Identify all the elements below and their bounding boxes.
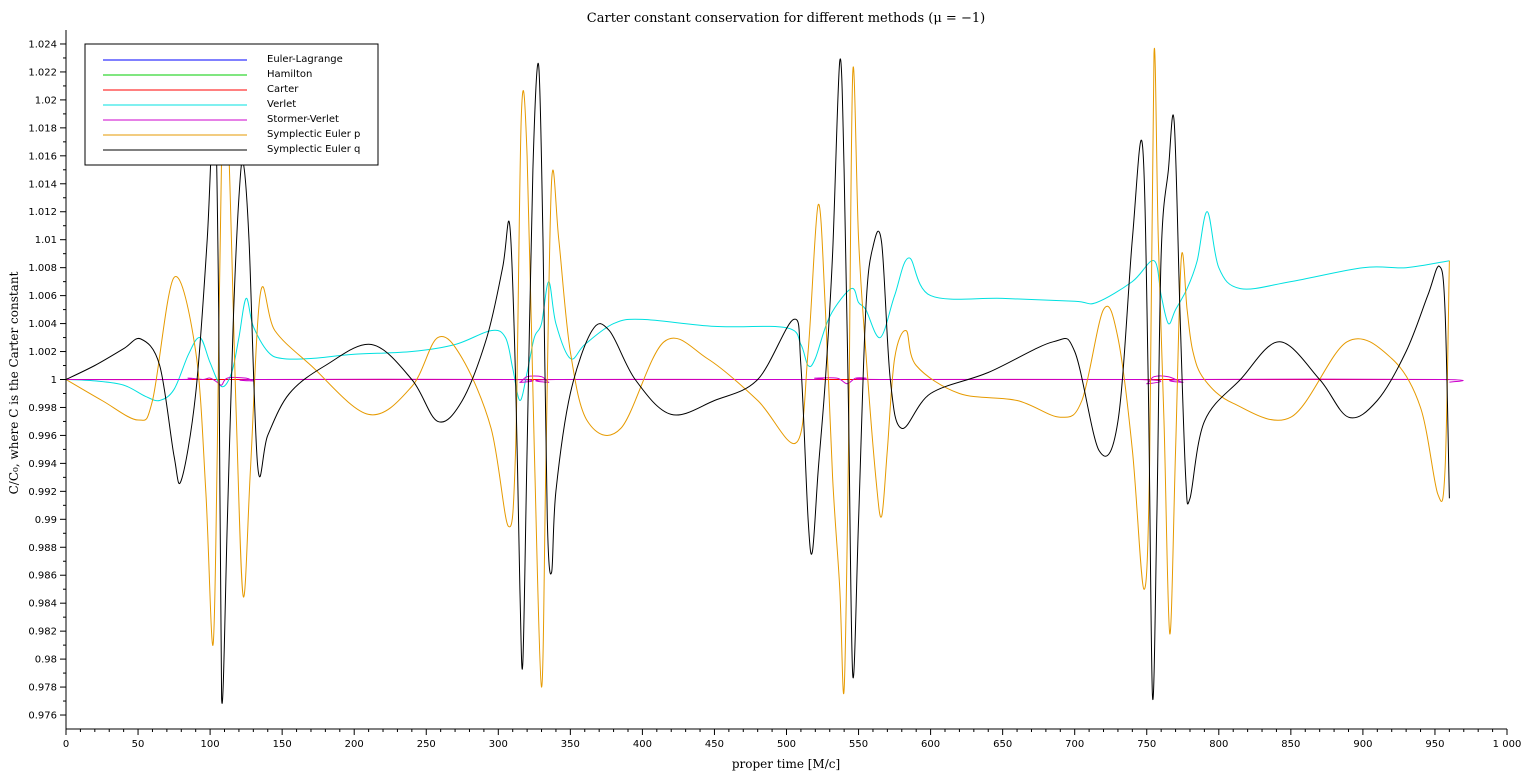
x-tick-label: 700 bbox=[1065, 739, 1084, 750]
y-tick-label: 1.002 bbox=[28, 347, 57, 358]
legend-entry: Symplectic Euler p bbox=[267, 129, 360, 140]
y-tick-label: 0.976 bbox=[28, 711, 57, 722]
x-tick-label: 450 bbox=[705, 739, 724, 750]
legend-entry: Carter bbox=[267, 84, 299, 95]
x-axis-label: proper time [M/c] bbox=[732, 757, 840, 771]
x-tick-label: 500 bbox=[777, 739, 796, 750]
y-tick-label: 0.992 bbox=[28, 487, 57, 498]
x-tick-label: 250 bbox=[417, 739, 436, 750]
y-tick-label: 1.018 bbox=[28, 123, 57, 134]
legend-entry: Stormer-Verlet bbox=[267, 114, 339, 125]
y-tick-label: 1.012 bbox=[28, 207, 57, 218]
x-tick-label: 300 bbox=[489, 739, 508, 750]
series-line-verlet bbox=[65, 211, 1450, 402]
x-tick-label: 0 bbox=[63, 739, 69, 750]
x-tick-label: 550 bbox=[849, 739, 868, 750]
y-tick-label: 1.004 bbox=[28, 319, 57, 330]
x-tick-label: 900 bbox=[1353, 739, 1372, 750]
y-tick-label: 0.986 bbox=[28, 571, 57, 582]
y-axis-label: C/C₀, where C is the Carter constant bbox=[7, 271, 21, 494]
x-tick-label: 600 bbox=[921, 739, 940, 750]
y-tick-label: 0.99 bbox=[35, 515, 57, 526]
x-tick-label: 150 bbox=[273, 739, 292, 750]
legend-entry: Euler-Lagrange bbox=[267, 54, 343, 65]
x-tick-label: 850 bbox=[1281, 739, 1300, 750]
legend-entry: Hamilton bbox=[267, 69, 312, 80]
y-tick-label: 1.01 bbox=[35, 235, 57, 246]
x-tick-label: 750 bbox=[1137, 739, 1156, 750]
x-tick-label: 350 bbox=[561, 739, 580, 750]
axes-layer: 0 50 100 150 200 250 300 350 400 450 500 550 600 650 7… bbox=[28, 30, 1521, 750]
y-tick-label: 1.016 bbox=[28, 151, 57, 162]
x-tick-label: 1 000 bbox=[1493, 739, 1522, 750]
x-tick-label: 100 bbox=[201, 739, 220, 750]
y-tick-label: 1.014 bbox=[28, 179, 57, 190]
y-tick-label: 1.02 bbox=[35, 95, 57, 106]
x-tick-label: 950 bbox=[1425, 739, 1444, 750]
x-tick-label: 50 bbox=[132, 739, 145, 750]
series-line-stormer-verlet bbox=[65, 375, 1464, 386]
series-layer bbox=[65, 47, 1464, 704]
y-tick-label: 0.998 bbox=[28, 403, 57, 414]
series-line-symplectic-euler-q bbox=[65, 58, 1450, 704]
legend: Euler-Lagrange Hamilton Carter Verlet Storme… bbox=[84, 43, 379, 166]
x-tick-label: 400 bbox=[633, 739, 652, 750]
y-tick-label: 1.006 bbox=[28, 291, 57, 302]
y-tick-label: 1.008 bbox=[28, 263, 57, 274]
y-tick-label: 0.994 bbox=[28, 459, 57, 470]
legend-entry: Symplectic Euler q bbox=[267, 144, 360, 155]
x-tick-label: 800 bbox=[1209, 739, 1228, 750]
legend-entry: Verlet bbox=[267, 99, 296, 110]
y-tick-label: 0.978 bbox=[28, 683, 57, 694]
y-tick-label: 0.984 bbox=[28, 599, 57, 610]
y-tick-label: 0.982 bbox=[28, 627, 57, 638]
y-tick-label: 1.024 bbox=[28, 39, 57, 50]
y-tick-label: 0.996 bbox=[28, 431, 57, 442]
y-tick-label: 1.022 bbox=[28, 67, 57, 78]
series-line-symplectic-euler-p bbox=[65, 47, 1450, 694]
chart-title: Carter constant conservation for differe… bbox=[587, 11, 985, 26]
x-tick-label: 650 bbox=[993, 739, 1012, 750]
x-tick-label: 200 bbox=[345, 739, 364, 750]
y-tick-label: 1 bbox=[51, 375, 57, 386]
y-tick-label: 0.988 bbox=[28, 543, 57, 554]
y-tick-label: 0.98 bbox=[35, 655, 57, 666]
